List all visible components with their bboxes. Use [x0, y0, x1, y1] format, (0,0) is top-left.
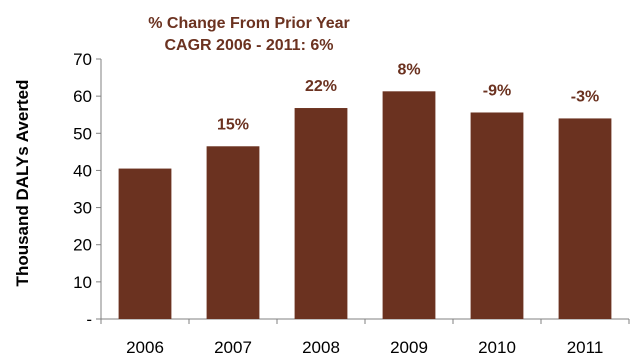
x-tick-label: 2008: [302, 338, 340, 353]
x-tick-label: 2009: [390, 338, 428, 353]
bar: [294, 108, 348, 320]
x-tick-label: 2007: [214, 338, 252, 353]
bar: [382, 91, 436, 319]
y-tick-label: 20: [73, 236, 92, 255]
data-label: 22%: [305, 78, 337, 95]
bar: [470, 112, 524, 319]
y-tick-label: 60: [73, 87, 92, 106]
data-label: 15%: [217, 116, 249, 133]
y-tick-label: 50: [73, 124, 92, 143]
y-tick-label: 40: [73, 161, 92, 180]
data-label: -3%: [571, 88, 599, 105]
plot-area: - 10 20 30 40 50 60 70 2006 2007 15% 2008 22% 2009 8% 2…: [73, 50, 630, 353]
annotation-cagr-label: CAGR 2006 - 2011: 6%: [165, 37, 334, 54]
y-axis-title: Thousand DALYs Averted: [13, 80, 32, 287]
y-tick-label: 10: [73, 273, 92, 292]
x-tick-label: 2011: [567, 338, 604, 353]
data-label: 8%: [397, 61, 420, 78]
x-tick-label: 2006: [126, 338, 164, 353]
bar: [206, 146, 260, 319]
bar: [558, 118, 612, 319]
data-label: -9%: [483, 82, 511, 99]
y-tick-label: 30: [73, 199, 92, 218]
x-tick-label: 2010: [478, 338, 516, 353]
y-tick-label: 70: [73, 50, 92, 69]
annotation-change-label: % Change From Prior Year: [148, 15, 350, 32]
y-tick-label: -: [86, 310, 92, 329]
bar: [118, 168, 172, 319]
